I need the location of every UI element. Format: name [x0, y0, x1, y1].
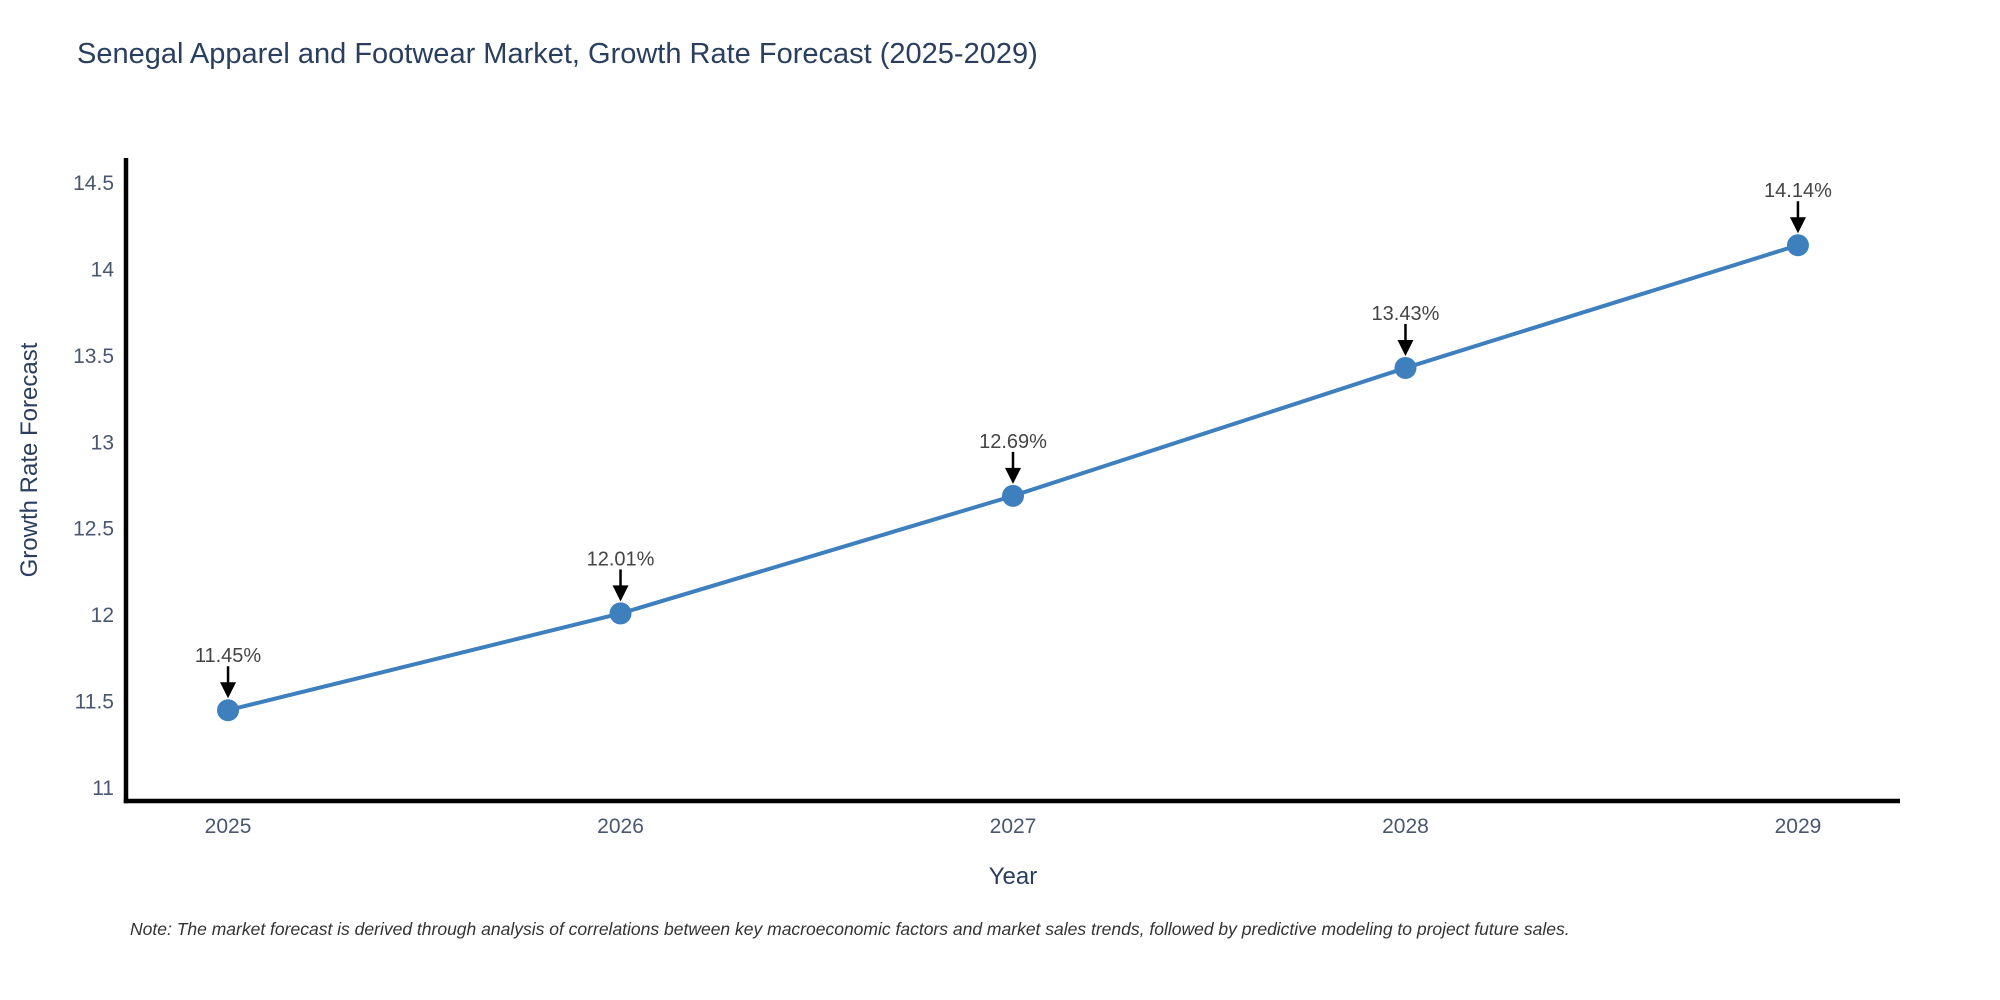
y-tick-label: 11: [92, 777, 114, 800]
annotation-arrowhead: [220, 682, 237, 699]
y-tick-label: 14.5: [73, 172, 114, 195]
point-annotation-label: 14.14%: [1764, 180, 1832, 202]
point-annotation-label: 13.43%: [1372, 303, 1440, 325]
x-tick-label: 2027: [990, 815, 1037, 838]
x-tick-label: 2025: [205, 815, 252, 838]
x-tick-label: 2029: [1775, 815, 1822, 838]
data-point-marker[interactable]: [609, 602, 632, 625]
y-tick-label: 13: [91, 431, 114, 454]
data-point-marker[interactable]: [1002, 484, 1024, 507]
chart-title: Senegal Apparel and Footwear Market, Gro…: [77, 38, 1038, 70]
y-tick-label: 11.5: [75, 691, 114, 714]
point-annotation-label: 12.01%: [587, 548, 655, 570]
data-point-marker[interactable]: [1786, 234, 1809, 257]
y-tick-label: 14: [91, 258, 115, 281]
point-annotation-label: 12.69%: [979, 431, 1047, 453]
data-point-marker[interactable]: [217, 699, 240, 722]
data-point-marker[interactable]: [1394, 356, 1417, 379]
annotation-arrowhead: [1005, 467, 1021, 484]
x-tick-label: 2026: [597, 815, 644, 838]
x-tick-label: 2028: [1382, 815, 1429, 838]
y-tick-label: 12: [91, 604, 114, 627]
x-axis-title: Year: [988, 863, 1038, 890]
annotation-arrowhead: [612, 585, 629, 602]
annotation-arrowhead: [1397, 339, 1414, 356]
y-tick-label: 12.5: [73, 518, 114, 541]
point-annotation-label: 11.45%: [195, 645, 262, 667]
annotation-arrowhead: [1789, 217, 1806, 234]
y-tick-label: 13.5: [73, 345, 114, 368]
chart-note: Note: The market forecast is derived thr…: [130, 919, 1570, 939]
